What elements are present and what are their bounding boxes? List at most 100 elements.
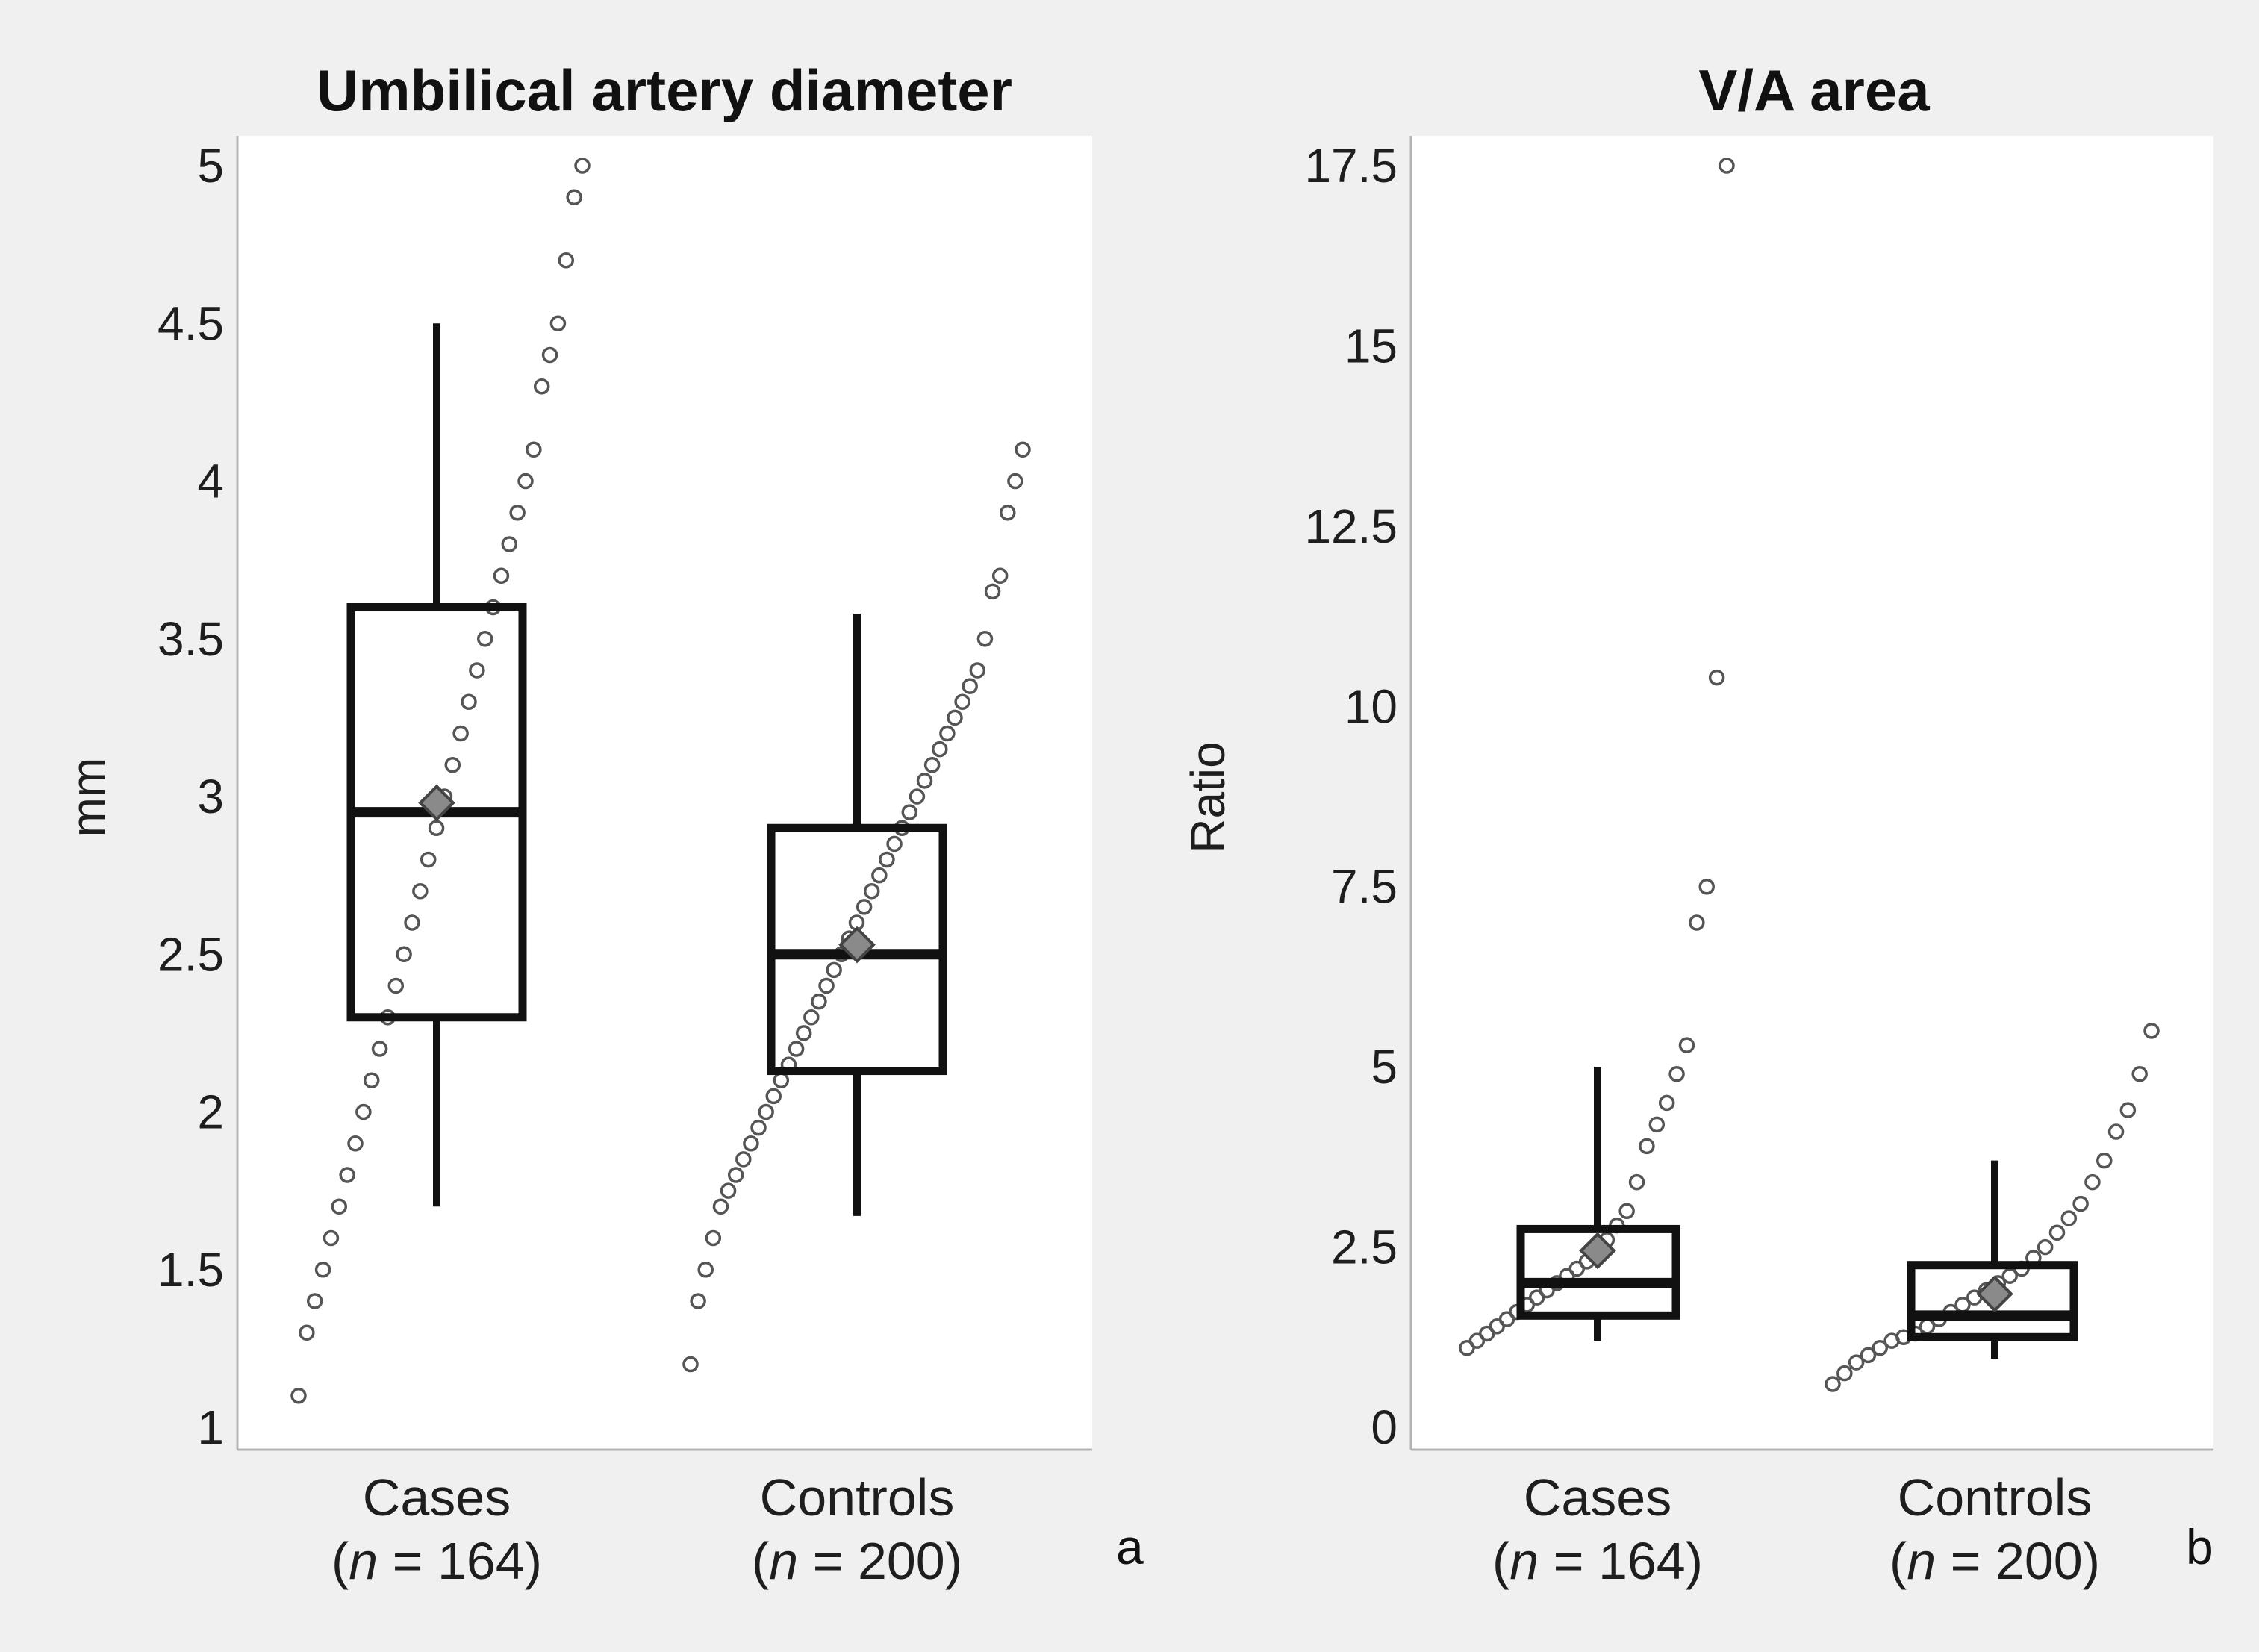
n-suffix: = 164)	[1539, 1532, 1703, 1590]
mean-marker	[838, 926, 876, 964]
data-point	[1639, 1138, 1655, 1155]
data-point	[818, 977, 835, 994]
y-tick-label: 4.5	[158, 296, 224, 350]
y-tick-label: 5	[197, 139, 224, 193]
data-point	[404, 914, 420, 931]
data-point	[795, 1025, 812, 1041]
data-point	[750, 1119, 767, 1136]
data-point	[2107, 1123, 2125, 1140]
box-iqr	[1907, 1261, 2078, 1341]
data-point	[1000, 505, 1016, 521]
n-suffix: = 200)	[1936, 1532, 2100, 1590]
data-point	[1719, 158, 1735, 174]
data-point	[469, 662, 485, 679]
data-point	[517, 473, 534, 490]
y-tick-label: 0	[1371, 1400, 1398, 1454]
data-point	[299, 1324, 315, 1341]
data-point	[290, 1388, 307, 1404]
n-suffix: = 200)	[798, 1532, 962, 1590]
data-point	[697, 1262, 714, 1278]
data-point	[984, 583, 1001, 600]
plot-area-a	[237, 136, 1092, 1450]
data-point	[1648, 1116, 1666, 1133]
data-point	[682, 1356, 699, 1373]
data-point	[526, 441, 542, 458]
y-tick-label: 7.5	[1331, 860, 1398, 914]
n-label-controls: (n = 200)	[752, 1532, 962, 1590]
data-point	[2060, 1210, 2078, 1226]
panel-label-a: a	[1116, 1519, 1144, 1574]
n-label-controls: (n = 200)	[1889, 1532, 2100, 1590]
data-point	[420, 851, 437, 868]
data-point	[566, 189, 582, 205]
marks-a	[290, 158, 1031, 1404]
data-point	[501, 536, 518, 552]
data-point	[962, 678, 978, 694]
y-tick-label: 12.5	[1304, 499, 1398, 553]
data-point	[574, 158, 591, 174]
data-point	[428, 820, 445, 836]
data-point	[969, 662, 986, 679]
data-point	[1658, 1094, 1675, 1112]
data-point	[1708, 669, 1725, 686]
data-point	[991, 567, 1009, 584]
data-point	[2084, 1173, 2101, 1191]
data-point	[314, 1262, 331, 1278]
data-point	[2096, 1152, 2113, 1169]
n-label-cases: (n = 164)	[1492, 1532, 1703, 1590]
data-point	[1872, 1340, 1889, 1356]
data-point	[396, 946, 412, 962]
data-point	[1848, 1354, 1865, 1371]
data-point	[705, 1229, 722, 1247]
n-prefix: (	[752, 1532, 769, 1590]
y-tick-label: 2	[197, 1085, 224, 1139]
data-point	[690, 1293, 706, 1309]
data-point	[558, 252, 575, 269]
n-suffix: = 164)	[378, 1532, 542, 1590]
data-point	[1668, 1066, 1685, 1082]
data-point	[347, 1135, 364, 1152]
y-tick-label: 5	[1371, 1040, 1398, 1094]
y-axis-label-b: Ratio	[1181, 741, 1235, 853]
n-prefix: (	[331, 1532, 349, 1590]
data-point	[743, 1135, 759, 1152]
n-variable: n	[1509, 1532, 1539, 1590]
data-point	[476, 631, 493, 647]
data-point	[412, 883, 429, 900]
data-point	[939, 725, 956, 742]
data-point	[387, 977, 405, 994]
box-iqr	[1516, 1224, 1680, 1320]
data-point	[339, 1167, 355, 1183]
y-tick-label: 1	[197, 1400, 224, 1454]
data-point	[727, 1167, 744, 1183]
panel-b: V/A area Ratio 0 2.5 5 7.5 10 12.5 15 17.5 Case…	[1181, 57, 2213, 1590]
n-variable: n	[349, 1532, 378, 1590]
y-tick-label: 17.5	[1304, 139, 1398, 193]
data-point	[871, 867, 888, 884]
panel-a: Umbilical artery diameter mm 1 1.5 2 2.5 3 3.…	[61, 57, 1144, 1590]
y-tick-label: 2.5	[1331, 1221, 1398, 1274]
data-point	[932, 741, 948, 758]
data-point	[954, 693, 970, 710]
data-point	[306, 1293, 323, 1309]
data-point	[879, 851, 895, 868]
data-point	[493, 567, 510, 584]
chart-title-a: Umbilical artery diameter	[317, 57, 1012, 123]
category-label-controls: Controls	[760, 1468, 955, 1527]
n-prefix: (	[1492, 1532, 1509, 1590]
data-point	[947, 709, 963, 726]
plot-area-b	[1411, 136, 2213, 1450]
category-label-controls: Controls	[1898, 1468, 2093, 1527]
data-point	[803, 1009, 820, 1026]
data-point	[1836, 1365, 1853, 1382]
n-prefix: (	[1889, 1532, 1907, 1590]
data-point	[863, 883, 880, 900]
data-point	[2037, 1238, 2054, 1256]
data-point	[976, 631, 994, 647]
n-variable: n	[769, 1532, 798, 1590]
y-ticks-b: 0 2.5 5 7.5 10 12.5 15 17.5	[1304, 139, 1398, 1454]
data-point	[909, 788, 926, 805]
data-point	[1860, 1347, 1877, 1364]
data-point	[901, 804, 918, 820]
